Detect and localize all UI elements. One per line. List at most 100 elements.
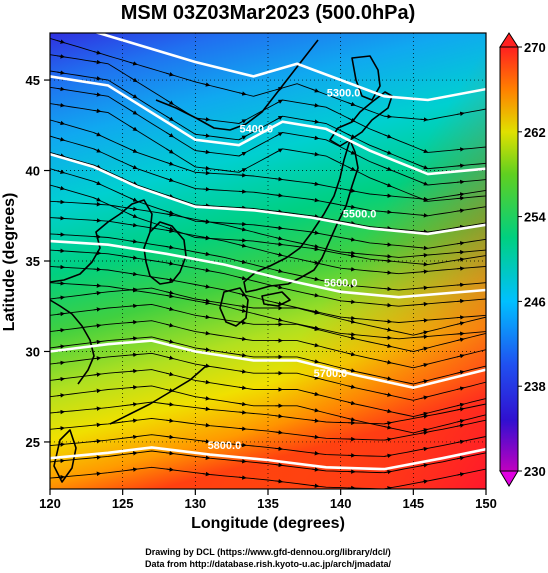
contour-label: 5400.0 xyxy=(240,124,274,136)
wind-arrow xyxy=(202,422,211,428)
wind-arrow xyxy=(456,386,465,391)
wind-arrow xyxy=(166,212,174,217)
wind-arrow xyxy=(347,315,356,321)
coastline-shikoku xyxy=(261,291,291,307)
streamline xyxy=(50,352,486,401)
wind-arrow xyxy=(347,188,356,193)
wind-arrow xyxy=(275,268,283,274)
wind-arrow xyxy=(347,417,356,422)
wind-arrow xyxy=(238,91,247,96)
wind-arrow xyxy=(166,148,174,154)
wind-arrow xyxy=(347,335,356,341)
colorbar: 230 238 246 254 262 270 xyxy=(499,32,546,487)
wind-arrow xyxy=(166,210,174,215)
wind-arrow xyxy=(347,220,356,226)
wind-arrow xyxy=(311,434,320,440)
y-tick-label: 45 xyxy=(26,73,40,88)
colorbar-tick-label: 270 xyxy=(524,40,546,55)
wind-arrow xyxy=(166,402,174,407)
wind-arrow xyxy=(129,164,138,170)
wind-arrow xyxy=(275,236,283,241)
wind-arrow xyxy=(202,455,211,460)
wind-arrow xyxy=(384,437,392,442)
wind-arrow xyxy=(238,304,247,309)
wind-arrow xyxy=(129,467,138,472)
colorbar-ticks: 230 238 246 254 262 270 xyxy=(518,40,546,479)
wind-arrow xyxy=(384,421,392,426)
y-tick-label: 35 xyxy=(26,254,40,269)
wind-arrow xyxy=(129,61,138,66)
wind-arrow xyxy=(166,115,174,122)
wind-arrow xyxy=(311,450,320,456)
wind-arrow xyxy=(456,407,465,412)
streamline xyxy=(50,336,486,385)
wind-arrow xyxy=(93,50,102,55)
wind-arrow xyxy=(311,418,320,423)
wind-arrow xyxy=(456,196,465,201)
wind-arrow xyxy=(166,228,174,234)
coastline-china-south xyxy=(50,299,95,385)
contour-line xyxy=(50,446,486,471)
wind-arrow xyxy=(238,151,247,157)
x-tick-label: 145 xyxy=(402,496,424,511)
wind-arrow xyxy=(166,177,174,182)
wind-arrow xyxy=(420,318,429,323)
wind-arrow xyxy=(57,474,65,480)
wind-arrow xyxy=(202,267,211,273)
wind-arrow xyxy=(129,255,138,260)
streamline xyxy=(50,385,486,434)
wind-arrow xyxy=(456,224,465,230)
wind-arrow xyxy=(238,168,247,173)
wind-arrow xyxy=(311,309,320,314)
wind-arrow xyxy=(311,119,320,124)
chart-title: MSM 03Z03Mar2023 (500.0hPa) xyxy=(121,2,416,24)
wind-arrow xyxy=(384,319,392,324)
wind-arrow xyxy=(456,353,465,359)
wind-arrow xyxy=(420,330,429,335)
wind-arrow xyxy=(166,450,174,456)
wind-arrow xyxy=(238,459,247,464)
wind-arrow xyxy=(420,362,429,368)
streamline xyxy=(50,466,486,489)
wind-arrow xyxy=(166,306,174,312)
wind-arrow xyxy=(129,368,138,374)
colorbar-tick-label: 246 xyxy=(524,294,546,309)
wind-arrow xyxy=(456,402,465,408)
wind-arrow xyxy=(57,120,65,126)
lat-lon-grid xyxy=(50,33,486,489)
wind-arrow xyxy=(129,76,138,83)
wind-arrow xyxy=(456,423,465,428)
wind-arrow xyxy=(420,213,429,218)
wind-arrow xyxy=(166,388,174,393)
wind-arrow xyxy=(456,250,465,255)
wind-arrow xyxy=(347,166,356,171)
wind-arrow xyxy=(384,193,392,198)
wind-arrow xyxy=(166,355,174,360)
wind-arrow xyxy=(166,261,174,266)
wind-arrow xyxy=(311,292,320,298)
coastline-china-north xyxy=(50,199,153,283)
wind-arrow xyxy=(420,269,429,274)
colorbar-tick-label: 238 xyxy=(524,379,546,394)
wind-arrow xyxy=(57,169,65,174)
wind-arrow xyxy=(384,408,392,414)
wind-arrow xyxy=(420,446,429,452)
wind-arrow xyxy=(420,301,429,307)
wind-arrow xyxy=(275,193,283,198)
wind-arrow xyxy=(238,336,247,342)
wind-arrow xyxy=(166,226,174,231)
wind-arrow xyxy=(129,336,138,341)
wind-arrow xyxy=(456,241,465,246)
wind-arrow xyxy=(420,262,429,267)
wind-arrow xyxy=(238,410,247,415)
wind-arrow xyxy=(456,315,465,320)
wind-arrow xyxy=(420,253,429,258)
wind-arrow xyxy=(93,76,102,81)
wind-arrow xyxy=(166,290,174,295)
wind-arrow xyxy=(311,151,320,157)
wind-arrow xyxy=(420,334,429,339)
wind-arrow xyxy=(129,239,138,244)
contour-label: 5800.0 xyxy=(208,440,242,452)
wind-arrow xyxy=(456,331,465,336)
wind-arrow xyxy=(456,208,465,213)
